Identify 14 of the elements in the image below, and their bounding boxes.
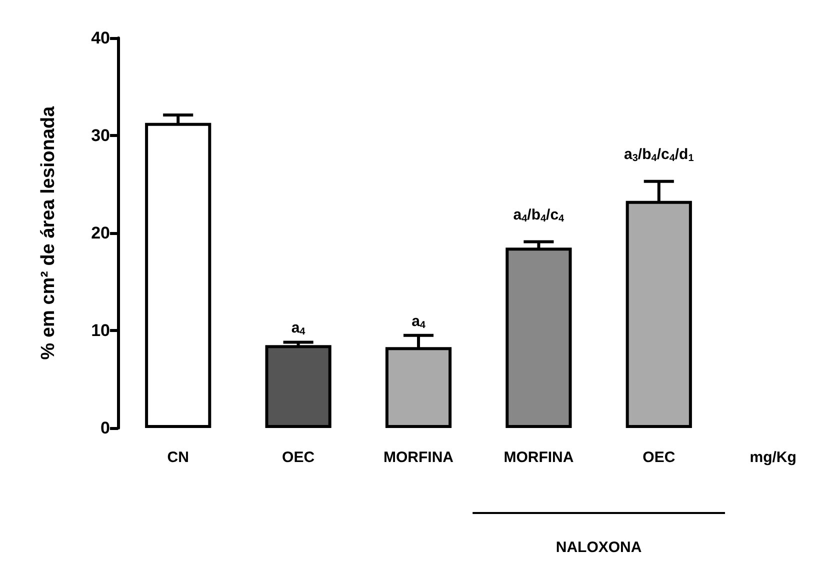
x-tick-label: MORFINA [504, 449, 574, 466]
y-tick-label: 20 [91, 224, 110, 242]
x-tick-label: OEC [642, 449, 676, 466]
y-tick-label: 40 [91, 28, 110, 48]
y-tick-label: 10 [91, 321, 110, 340]
text: mg/Kg [750, 449, 796, 466]
x-tick-label: CN [167, 449, 189, 466]
bar [506, 248, 572, 428]
y-tick-label: 30 [91, 126, 110, 145]
y-tick-label: 0 [100, 418, 110, 438]
text: NALOXONA [556, 539, 642, 556]
x-tick-label: MORFINA [384, 449, 454, 466]
x-tick-label: OEC [282, 449, 315, 466]
y-axis-title: % em cm² de área lesionada [38, 106, 59, 360]
